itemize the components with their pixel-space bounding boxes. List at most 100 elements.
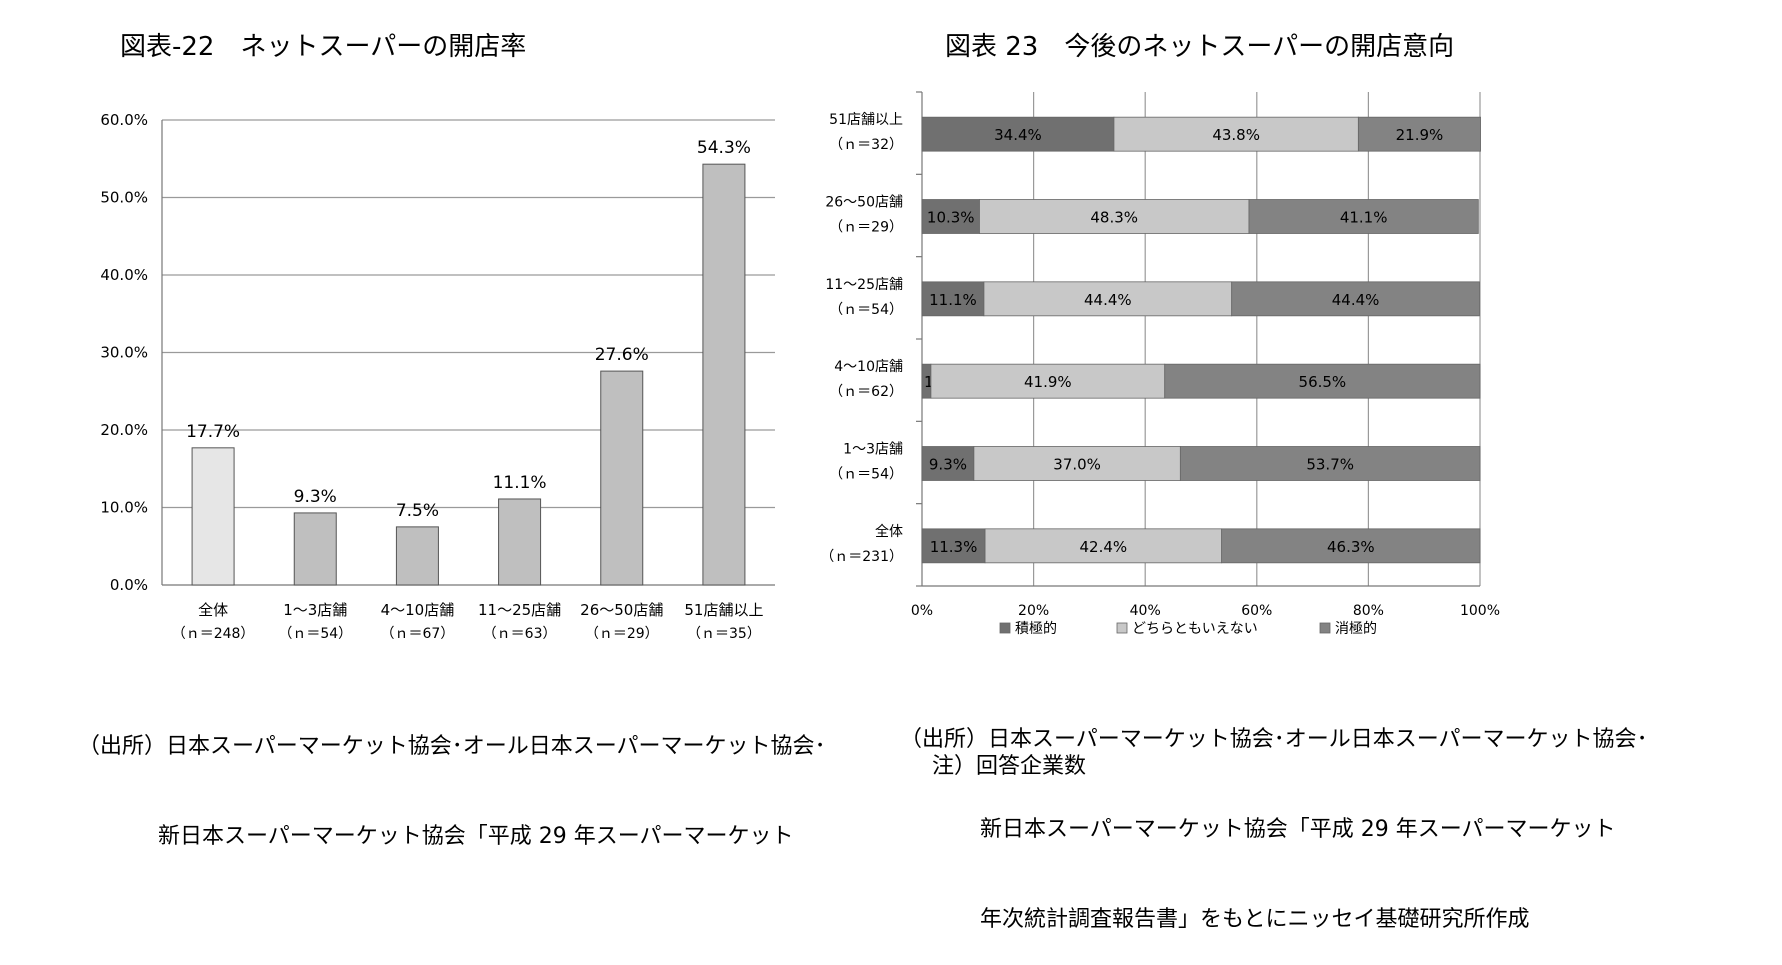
y-tick-label: 60.0%	[100, 111, 148, 129]
y-tick-label: 40.0%	[100, 266, 148, 284]
segment-value-label: 34.4%	[994, 126, 1042, 144]
y-category-label: 51店舗以上	[829, 112, 903, 128]
y-tick-label: 0.0%	[110, 576, 148, 594]
bar	[702, 163, 746, 586]
stacked-segment	[1221, 528, 1481, 564]
stacked-segment	[979, 199, 1250, 234]
bar	[293, 512, 337, 586]
y-category-n-label: （ｎ＝32）	[829, 137, 903, 153]
source-left-line2: 新日本スーパーマーケット協会「平成 29 年スーパーマーケット	[158, 824, 794, 849]
source-left-line1: （出所）日本スーパーマーケット協会･オール日本スーパーマーケット協会･	[78, 734, 826, 759]
segment-value-label: 9.3%	[929, 456, 967, 474]
stacked-segment	[1113, 116, 1359, 152]
y-category-n-label: （ｎ＝29）	[829, 220, 903, 236]
x-category-n-label: （ｎ＝67）	[381, 626, 455, 642]
bar-value-label: 7.5%	[396, 501, 439, 521]
stacked-bar-chart-intention: 0% 20% 40% 60% 80% 100% 34.4% 43.8% 21.9% 51店舗以上 （…	[820, 91, 1500, 637]
x-category-n-label: （ｎ＝35）	[687, 626, 761, 642]
bar-value-label: 27.6%	[595, 345, 649, 365]
x-category-label: 1～3店舗	[283, 601, 347, 619]
x-tick-label: 40%	[1130, 603, 1161, 619]
x-category-n-label: （ｎ＝248）	[172, 626, 255, 642]
legend-label: どちらともいえない	[1132, 621, 1258, 637]
y-category-label: 26～50店舗	[825, 195, 903, 211]
segment-value-label: 46.3%	[1327, 538, 1375, 556]
bar-value-label: 9.3%	[294, 487, 337, 507]
stacked-segment	[921, 281, 985, 317]
stacked-segment	[1231, 281, 1480, 317]
x-category-n-label: （ｎ＝54）	[278, 626, 352, 642]
x-category-label: 26～50店舗	[580, 601, 663, 619]
segment-value-label: 53.7%	[1306, 456, 1354, 474]
legend-swatch	[999, 622, 1011, 634]
bar-value-label: 11.1%	[493, 473, 547, 493]
legend-swatch	[1116, 622, 1128, 634]
y-category-n-label: （ｎ＝54）	[829, 302, 903, 318]
stacked-segment	[1164, 363, 1481, 399]
stacked-segment	[930, 363, 1166, 399]
y-tick-label: 30.0%	[100, 344, 148, 362]
x-category-label: 51店舗以上	[684, 601, 763, 619]
y-tick-label: 50.0%	[100, 189, 148, 207]
segment-value-label: 41.9%	[1024, 373, 1072, 391]
segment-value-label: 56.5%	[1299, 373, 1347, 391]
stacked-segment	[983, 281, 1233, 317]
segment-value-label: 37.0%	[1053, 456, 1101, 474]
chart-title-right: 図表 23 今後のネットスーパーの開店意向	[945, 32, 1455, 62]
x-tick-label: 20%	[1018, 603, 1049, 619]
x-tick-label: 0%	[911, 603, 933, 619]
bar	[191, 447, 235, 586]
segment-value-label: 44.4%	[1084, 291, 1132, 309]
x-category-n-label: （ｎ＝29）	[585, 626, 659, 642]
source-note-right: （出所）日本スーパーマーケット協会･オール日本スーパーマーケット協会･ 新日本ス…	[900, 665, 1648, 965]
source-note-left: （出所）日本スーパーマーケット協会･オール日本スーパーマーケット協会･ 新日本ス…	[78, 672, 826, 882]
y-category-n-label: （ｎ＝231）	[820, 549, 903, 565]
bar-value-label: 17.7%	[186, 422, 240, 442]
chart-title-left: 図表-22 ネットスーパーの開店率	[120, 32, 527, 62]
bar	[395, 526, 439, 586]
stacked-segment	[1179, 446, 1481, 481]
segment-value-label: 42.4%	[1080, 538, 1128, 556]
stacked-segment	[921, 116, 1115, 152]
y-category-label: 全体	[875, 523, 903, 540]
segment-value-label: 43.8%	[1212, 126, 1260, 144]
source-right-line2: 新日本スーパーマーケット協会「平成 29 年スーパーマーケット	[980, 817, 1616, 842]
source-right-line3: 年次統計調査報告書」をもとにニッセイ基礎研究所作成	[980, 907, 1530, 932]
x-category-n-label: （ｎ＝63）	[483, 626, 557, 642]
y-tick-label: 10.0%	[100, 499, 148, 517]
bar	[498, 498, 542, 586]
stacked-segment	[973, 446, 1181, 481]
stacked-segment	[921, 528, 986, 564]
legend-label: 積極的	[1015, 621, 1057, 637]
segment-value-label: 11.3%	[930, 538, 978, 556]
segment-value-label: 41.1%	[1340, 209, 1388, 227]
y-category-label: 11～25店舗	[825, 277, 903, 293]
source-right-line1: （出所）日本スーパーマーケット協会･オール日本スーパーマーケット協会･	[900, 727, 1648, 752]
segment-value-label: 21.9%	[1396, 126, 1444, 144]
x-tick-label: 60%	[1241, 603, 1272, 619]
stacked-segment	[1248, 199, 1479, 234]
bar	[600, 370, 644, 586]
x-tick-label: 80%	[1353, 603, 1384, 619]
y-category-label: 4～10店舗	[834, 359, 903, 375]
legend-label: 消極的	[1335, 621, 1377, 637]
stacked-segment	[1357, 116, 1481, 152]
legend-swatch	[1319, 622, 1331, 634]
x-category-label: 4～10店舗	[381, 601, 455, 619]
respondent-note: 注）回答企業数	[932, 754, 1087, 779]
stacked-segment	[921, 199, 980, 234]
bar-value-label: 54.3%	[697, 138, 751, 158]
x-tick-label: 100%	[1460, 603, 1500, 619]
segment-value-label: 10.3%	[927, 209, 975, 227]
stacked-segment	[921, 446, 975, 481]
segment-value-label: 11.1%	[929, 291, 977, 309]
y-category-label: 1～3店舗	[843, 442, 903, 458]
x-category-label: 全体	[198, 601, 228, 619]
y-tick-label: 20.0%	[100, 421, 148, 439]
x-category-label: 11～25店舗	[478, 601, 561, 619]
segment-value-label: 44.4%	[1332, 291, 1380, 309]
bar-chart-opening-rate: 0.0% 10.0% 20.0% 30.0% 40.0% 50.0% 60.0% 17.7% 全…	[100, 111, 775, 642]
stacked-segment	[984, 528, 1223, 564]
y-category-n-label: （ｎ＝54）	[829, 467, 903, 483]
y-category-n-label: （ｎ＝62）	[829, 384, 903, 400]
